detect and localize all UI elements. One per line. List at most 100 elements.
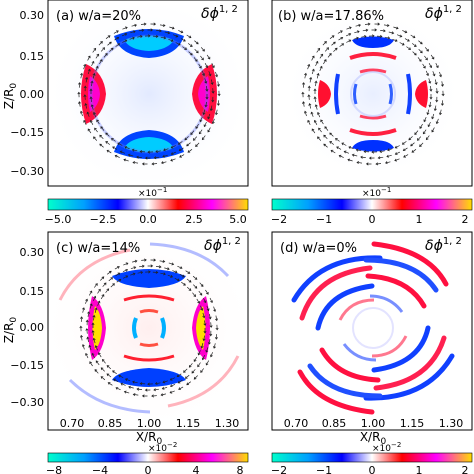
flow-arrow <box>159 23 166 27</box>
flow-arrow <box>307 63 311 70</box>
flow-arrow <box>343 150 350 154</box>
flow-arrow <box>97 300 101 306</box>
flow-arrow <box>351 153 358 157</box>
flow-arrow <box>315 60 319 67</box>
flow-arrow <box>188 51 193 56</box>
flow-arrow <box>153 388 159 392</box>
flow-arrow <box>193 57 198 62</box>
panel-label: (c) w/a=14% <box>56 241 140 256</box>
flow-arrow <box>338 36 344 41</box>
tick-label: 0 <box>369 213 376 226</box>
flow-arrow <box>183 368 188 373</box>
flow-arrow <box>209 297 213 304</box>
flow-arrow <box>198 290 203 296</box>
flow-arrow <box>199 282 204 287</box>
flow-arrow <box>122 26 128 30</box>
flow-arrow <box>417 57 422 62</box>
flow-arrow <box>200 55 204 61</box>
flow-arrow <box>114 36 120 41</box>
colorbar-d: ×10−2 −2 −1 0 1 2 <box>271 441 473 474</box>
flow-arrow <box>191 369 196 374</box>
flow-arrow <box>139 382 146 386</box>
flow-arrow <box>346 39 352 43</box>
lobe-cyan-top <box>124 35 174 51</box>
flow-arrow <box>362 28 369 32</box>
quantity-label: δϕ1, 2 <box>425 236 462 254</box>
flow-arrow <box>214 109 218 116</box>
flow-arrow <box>162 380 168 384</box>
flow-arrow <box>115 43 121 47</box>
quantity-label: δϕ1, 2 <box>425 4 462 22</box>
flow-arrow <box>308 102 312 109</box>
flow-arrow <box>394 145 400 149</box>
flow-arrow <box>114 154 120 158</box>
flow-arrow <box>164 31 171 35</box>
tick-label: 1.00 <box>361 417 386 430</box>
tick-label: 0.0 <box>139 213 157 226</box>
flow-arrow <box>324 47 330 52</box>
quantity-label: δϕ1, 2 <box>204 236 241 254</box>
flow-arrow <box>199 116 203 123</box>
panel-b-field <box>281 6 465 182</box>
tick-label: −2.5 <box>90 213 117 226</box>
flow-arrow <box>194 48 199 54</box>
flow-arrow <box>177 265 183 270</box>
flow-arrow <box>207 113 211 120</box>
flow-arrow <box>87 55 91 61</box>
flow-arrow <box>112 370 117 375</box>
flow-arrow <box>103 53 108 58</box>
tick-label: 8 <box>237 464 244 474</box>
flow-arrow <box>348 146 354 150</box>
flow-arrow <box>411 149 417 153</box>
flow-arrow <box>200 368 204 373</box>
flow-arrow <box>205 86 209 92</box>
flow-arrow <box>356 161 363 165</box>
tick-label: 1.00 <box>137 417 162 430</box>
flow-arrow <box>186 381 192 386</box>
flow-arrow <box>203 320 207 326</box>
flow-arrow <box>172 270 178 274</box>
flow-arrow <box>161 386 168 390</box>
flow-arrow <box>314 80 318 87</box>
flow-arrow <box>100 367 105 372</box>
flow-arrow <box>78 101 82 107</box>
flow-arrow <box>86 111 90 117</box>
flow-arrow <box>99 59 103 65</box>
flow-arrow <box>432 71 436 77</box>
flow-arrow <box>361 34 367 39</box>
flow-arrow <box>339 43 345 47</box>
flow-arrow <box>337 30 343 34</box>
quantity-label: δϕ1, 2 <box>201 4 238 22</box>
flow-arrow <box>403 154 409 158</box>
flow-arrow <box>412 51 417 56</box>
flow-arrow <box>97 288 101 294</box>
flow-arrow <box>327 53 332 58</box>
flow-arrow <box>323 143 328 148</box>
flow-arrow <box>371 28 378 32</box>
flow-arrow <box>202 335 206 342</box>
flow-arrow <box>137 34 143 39</box>
flow-arrow <box>331 41 336 46</box>
flow-arrow <box>205 347 209 353</box>
y-axis-title: Z/R0 <box>2 83 19 110</box>
flow-arrow <box>329 132 334 137</box>
colorbar-exponent: ×10−2 <box>372 441 401 454</box>
flow-arrow <box>302 82 306 88</box>
flow-arrow <box>83 119 87 125</box>
panel-b: (b) w/a=17.86% δϕ1, 2 ×10−1 −2 −1 0 1 2 <box>271 0 473 226</box>
flow-arrow <box>428 63 433 69</box>
panel-label: (b) w/a=17.86% <box>278 9 384 24</box>
flow-arrow <box>94 345 98 351</box>
flow-arrow <box>209 105 213 112</box>
tick-label: −0.30 <box>10 165 44 178</box>
flow-arrow <box>317 111 321 118</box>
flow-arrow <box>371 150 378 154</box>
flow-arrow <box>192 136 198 141</box>
flow-arrow <box>85 328 89 334</box>
flow-arrow <box>100 294 105 300</box>
flow-arrow <box>404 38 410 42</box>
flow-arrow <box>170 158 176 162</box>
flow-arrow <box>102 282 107 287</box>
flow-arrow <box>168 38 174 42</box>
flow-arrow <box>207 339 211 345</box>
